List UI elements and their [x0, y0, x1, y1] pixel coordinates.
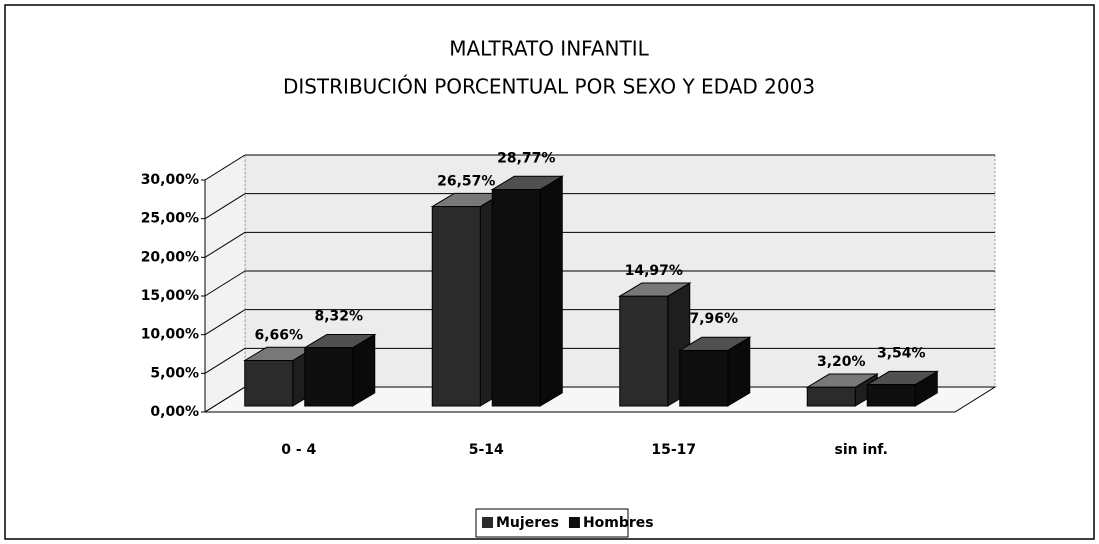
- bar: [302, 333, 377, 407]
- legend-label: Mujeres: [496, 515, 559, 531]
- bar-front: [244, 359, 294, 407]
- bar: [490, 175, 565, 407]
- y-tick-label: 15,00%: [141, 288, 199, 304]
- value-label: 8,32%: [314, 308, 363, 324]
- y-tick-label: 5,00%: [150, 365, 199, 381]
- legend-label: Hombres: [583, 515, 654, 531]
- value-label: 3,54%: [877, 345, 926, 361]
- legend: Mujeres Hombres: [475, 508, 654, 538]
- bar-front: [619, 295, 669, 407]
- x-tick-label: 5-14: [469, 442, 504, 458]
- bar-front: [491, 189, 541, 407]
- bar-front: [866, 384, 916, 407]
- value-label: 6,66%: [254, 327, 303, 343]
- x-tick-label: 0 - 4: [281, 442, 316, 458]
- bar-front: [806, 386, 856, 407]
- bar-front: [431, 206, 481, 407]
- y-tick-label: 20,00%: [141, 249, 199, 265]
- legend-frame: [475, 508, 629, 538]
- value-label: 28,77%: [497, 150, 555, 166]
- value-label: 3,20%: [817, 354, 866, 370]
- bar-side: [539, 175, 563, 407]
- legend-swatch: [568, 517, 580, 528]
- grid-line: [204, 270, 246, 297]
- legend-swatch: [482, 517, 493, 528]
- chart-subtitle: DISTRIBUCIÓN PORCENTUAL POR SEXO Y EDAD …: [283, 75, 815, 99]
- bar-front: [679, 349, 729, 407]
- bar: [617, 282, 692, 407]
- grid-line: [204, 309, 246, 336]
- value-label: 26,57%: [437, 173, 495, 189]
- bar-front: [304, 347, 354, 407]
- grid-line: [204, 231, 246, 258]
- bar: [865, 370, 940, 407]
- x-tick-label: 15-17: [651, 442, 696, 458]
- bar: [677, 336, 752, 407]
- y-tick-label: 0,00%: [150, 404, 199, 420]
- grid-line: [204, 347, 246, 374]
- grid-line: [204, 386, 246, 413]
- y-tick-label: 10,00%: [141, 327, 199, 343]
- chart-title: MALTRATO INFANTIL: [449, 37, 649, 61]
- y-tick-label: 30,00%: [141, 172, 199, 188]
- x-tick-label: sin inf.: [835, 442, 888, 458]
- y-tick-label: 25,00%: [141, 211, 199, 227]
- grid-line: [204, 154, 246, 181]
- value-label: 7,96%: [689, 311, 738, 327]
- grid-line: [204, 193, 246, 220]
- value-label: 14,97%: [625, 263, 683, 279]
